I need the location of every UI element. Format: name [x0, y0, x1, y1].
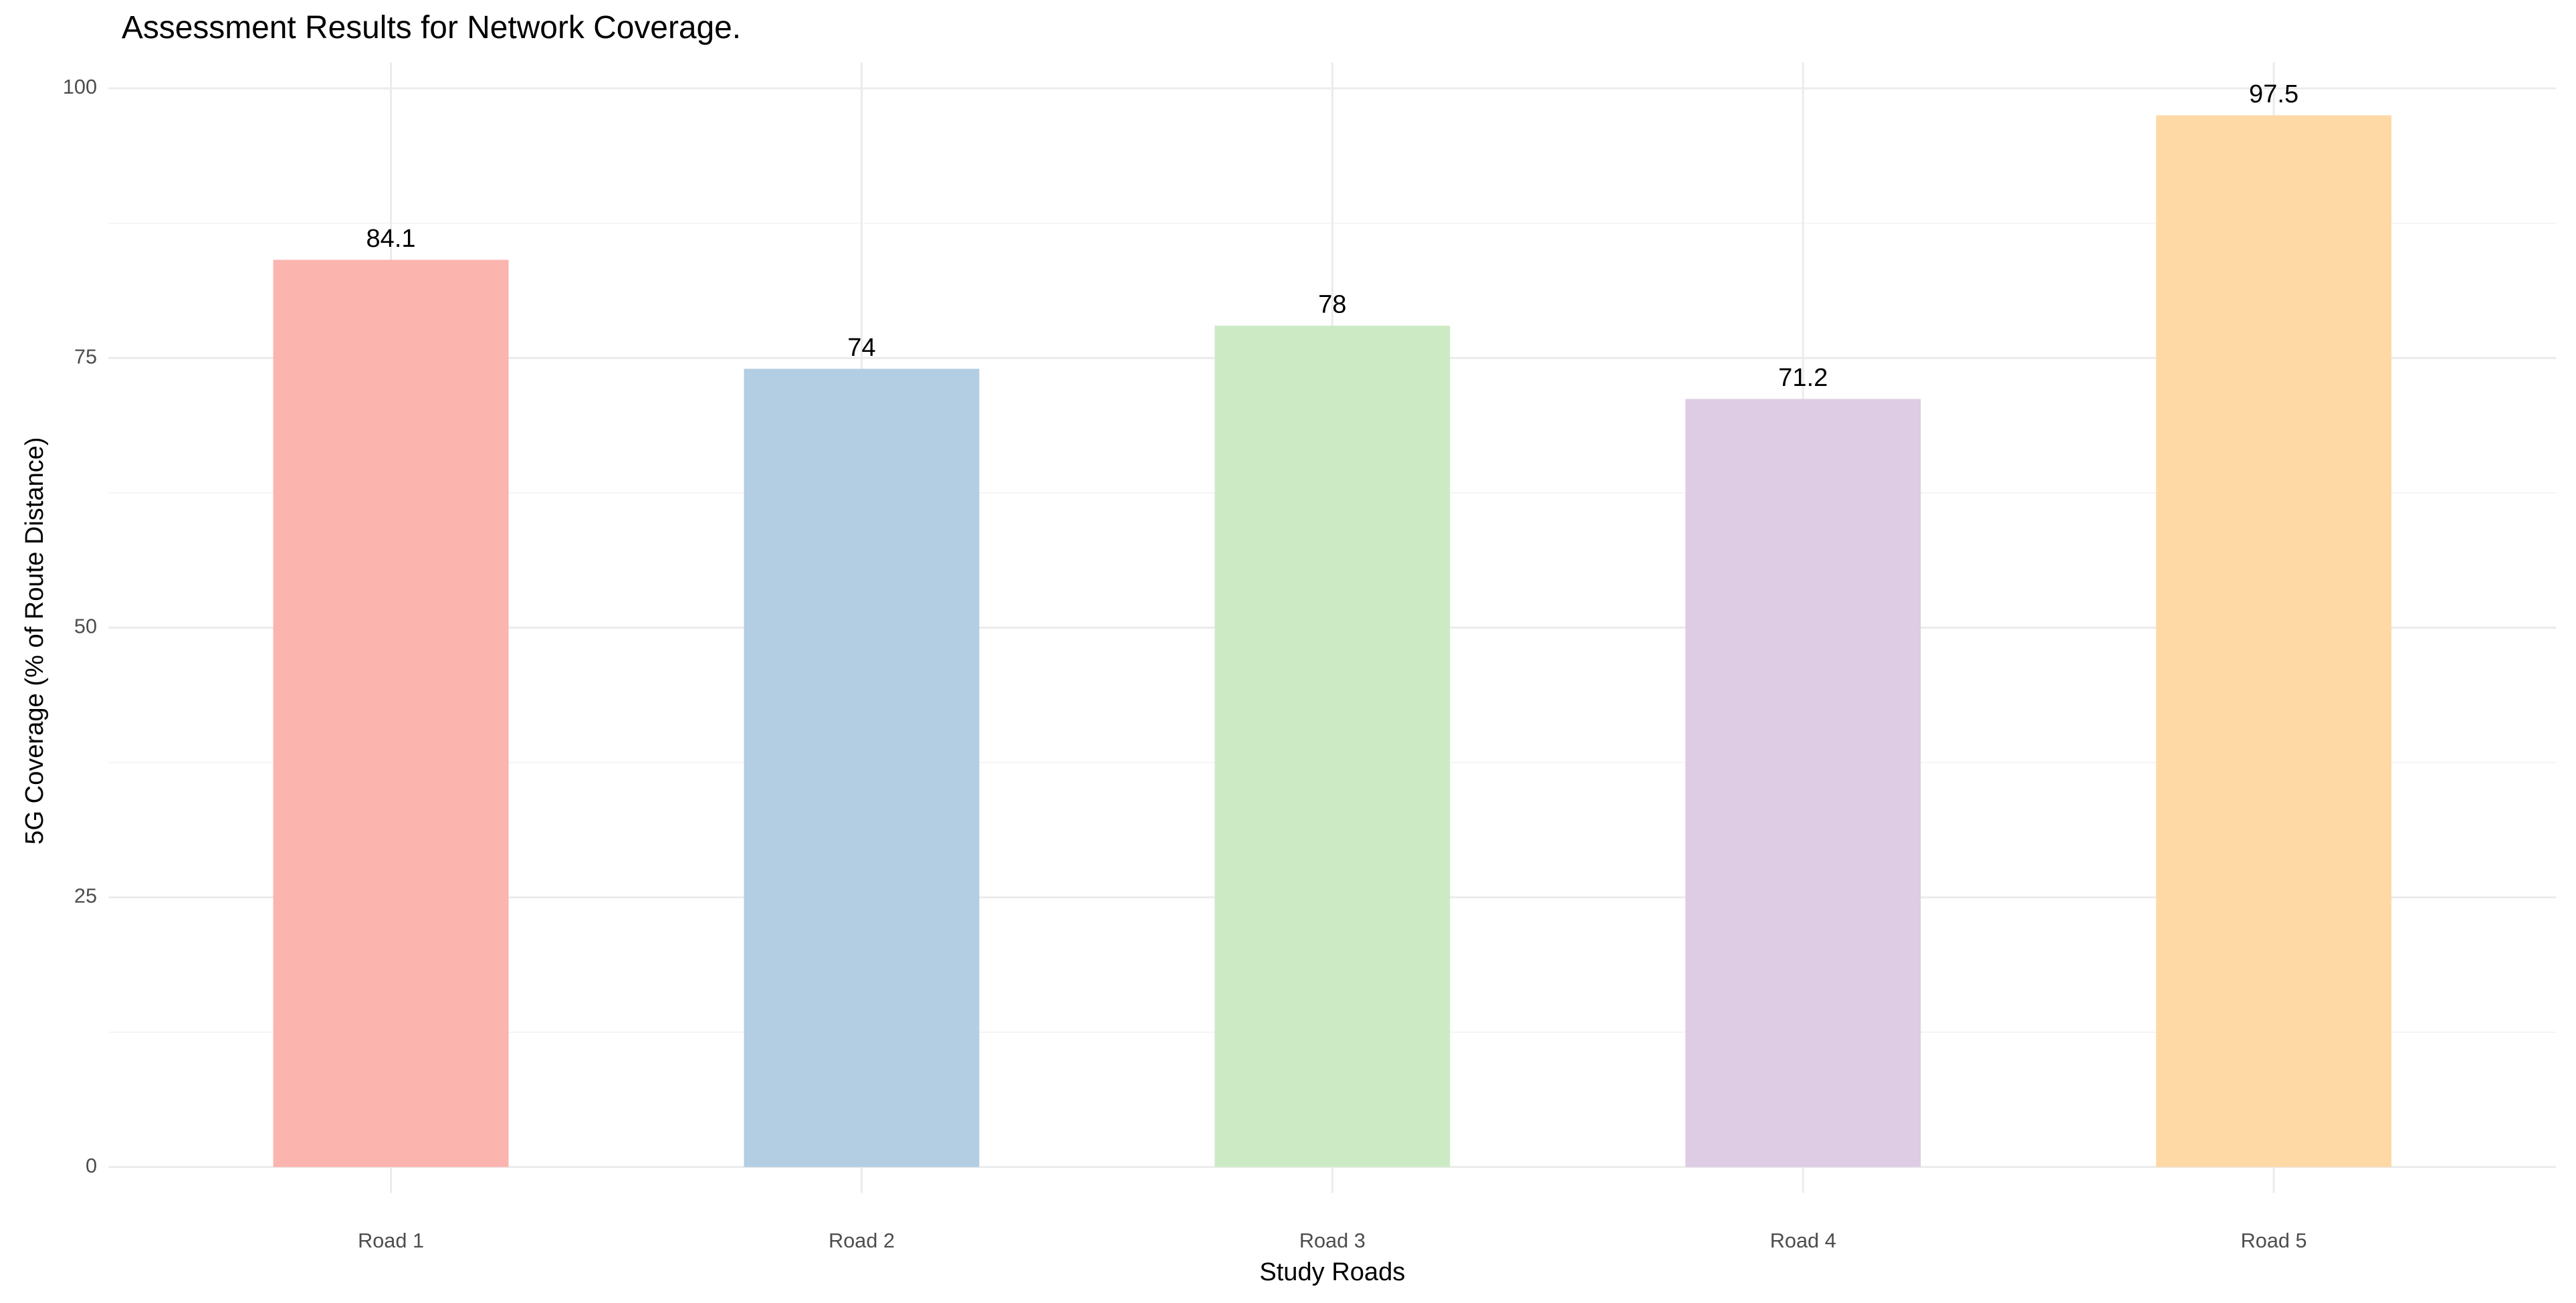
value-label: 74	[847, 334, 875, 362]
y-tick-label: 50	[74, 614, 97, 637]
bar	[1685, 399, 1921, 1167]
x-tick-label: Road 5	[2241, 1229, 2307, 1252]
x-tick-label: Road 4	[1770, 1229, 1836, 1252]
y-tick-label: 75	[74, 344, 97, 368]
y-tick-label: 0	[86, 1154, 97, 1177]
value-label: 84.1	[366, 225, 416, 253]
bar	[2156, 115, 2392, 1167]
value-label: 71.2	[1778, 364, 1828, 392]
value-label: 97.5	[2249, 80, 2298, 108]
y-axis-title: 5G Coverage (% of Route Distance)	[21, 437, 49, 844]
bar	[273, 260, 509, 1167]
x-tick-label: Road 2	[829, 1229, 895, 1252]
x-axis-title: Study Roads	[1259, 1258, 1405, 1286]
x-tick-label: Road 3	[1299, 1229, 1366, 1252]
bar	[1214, 325, 1451, 1167]
y-tick-label: 100	[63, 75, 97, 98]
chart-title: Assessment Results for Network Coverage.	[122, 10, 741, 45]
y-tick-label: 25	[74, 884, 97, 908]
x-tick-label: Road 1	[358, 1229, 424, 1252]
value-label: 78	[1318, 290, 1346, 318]
bar	[744, 369, 980, 1167]
